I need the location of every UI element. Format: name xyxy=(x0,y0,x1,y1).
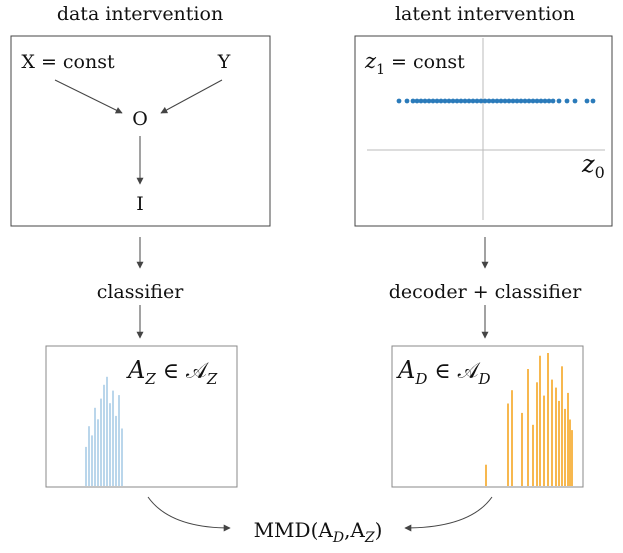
scatter-point xyxy=(454,98,460,104)
scatter-point xyxy=(466,98,472,104)
scatter-point xyxy=(564,98,570,104)
scatter-point xyxy=(556,98,562,104)
scatter-point xyxy=(514,98,520,104)
scatter-point xyxy=(546,98,552,104)
scatter-point xyxy=(446,98,452,104)
scatter-point xyxy=(498,98,504,104)
histogram-z-box xyxy=(45,345,238,488)
scatter-point xyxy=(430,98,436,104)
scatter-point xyxy=(474,98,480,104)
scatter-point xyxy=(410,98,416,104)
scatter-point xyxy=(462,98,468,104)
scatter-point xyxy=(584,98,590,104)
scatter-point xyxy=(486,98,492,104)
scatter-point xyxy=(510,98,516,104)
scatter-point xyxy=(518,98,524,104)
scatter-point xyxy=(458,98,464,104)
scatter-point xyxy=(470,98,476,104)
latent-x-label: z0 xyxy=(581,150,605,182)
node-x-const: X = const xyxy=(21,51,115,73)
scatter-point xyxy=(422,98,428,104)
classifier-label: classifier xyxy=(97,281,185,303)
arrow-hist-d-to-mmd xyxy=(404,496,493,532)
scatter-point xyxy=(450,98,456,104)
node-y: Y xyxy=(217,51,231,73)
histogram-d-label: AD ∈ 𝒜D xyxy=(396,356,491,388)
scatter-point xyxy=(526,98,532,104)
edge-y-to-o xyxy=(160,79,223,114)
node-i: I xyxy=(136,193,144,215)
scatter-point xyxy=(542,98,548,104)
scatter-point xyxy=(572,98,578,104)
histogram-z-bars xyxy=(85,376,123,486)
scatter-point xyxy=(438,98,444,104)
scatter-point xyxy=(534,98,540,104)
scatter-point xyxy=(590,98,596,104)
causal-graph-box xyxy=(10,35,271,227)
scatter-point xyxy=(478,98,484,104)
right-title: latent intervention xyxy=(395,3,575,25)
left-title: data intervention xyxy=(57,3,223,25)
scatter-point xyxy=(550,98,556,104)
scatter-point xyxy=(434,98,440,104)
mmd-label: MMD(AD,AZ) xyxy=(254,518,383,546)
scatter-point xyxy=(502,98,508,104)
scatter-point xyxy=(414,98,420,104)
scatter-point xyxy=(482,98,488,104)
histogram-z-label: AZ ∈ 𝒜Z xyxy=(126,356,218,388)
scatter-point xyxy=(538,98,544,104)
histogram-d-bars xyxy=(485,353,573,486)
scatter-point xyxy=(426,98,432,104)
scatter-point xyxy=(490,98,496,104)
scatter-point xyxy=(494,98,500,104)
scatter-point xyxy=(522,98,528,104)
latent-scatter-points xyxy=(396,98,596,104)
scatter-point xyxy=(404,98,410,104)
edge-x-to-o xyxy=(54,79,123,114)
latent-y-label: z1 = const xyxy=(364,49,465,78)
decoder-classifier-label: decoder + classifier xyxy=(389,281,583,303)
arrow-hist-z-to-mmd xyxy=(147,496,231,532)
scatter-point xyxy=(418,98,424,104)
node-o: O xyxy=(132,108,148,130)
scatter-point xyxy=(530,98,536,104)
scatter-point xyxy=(506,98,512,104)
scatter-point xyxy=(442,98,448,104)
histogram-d-box xyxy=(391,345,584,488)
scatter-point xyxy=(396,98,402,104)
latent-scatter-box xyxy=(354,35,613,227)
